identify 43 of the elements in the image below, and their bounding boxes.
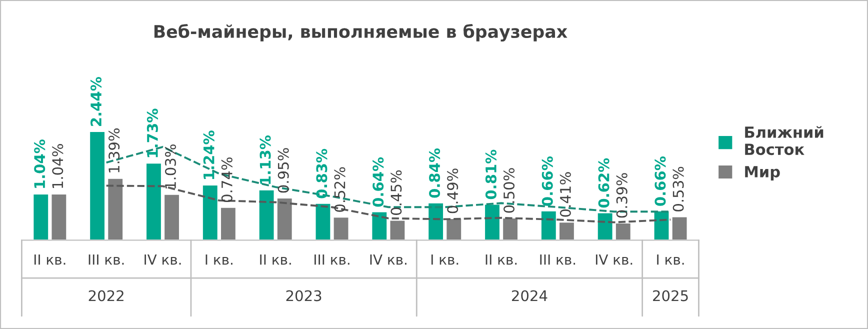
x-tick-label: III кв.: [540, 254, 576, 265]
data-label: 0.74%: [221, 157, 232, 202]
data-label: 2.44%: [90, 76, 102, 126]
text: 2024: [512, 290, 548, 302]
data-label: 1.04%: [34, 139, 46, 188]
data-label: 0.84%: [429, 148, 440, 198]
text: 2022: [88, 290, 124, 302]
x-tick-label: III кв.: [88, 254, 124, 265]
data-label: 0.62%: [598, 158, 610, 208]
data-label: 0.66%: [654, 156, 666, 206]
x-tick-label: I кв.: [206, 254, 232, 265]
x-tick-label: IV кв.: [596, 254, 632, 265]
data-label: 0.41%: [560, 172, 571, 217]
text: 2025: [653, 290, 688, 302]
data-label: 0.95%: [278, 148, 289, 193]
data-label: 0.64%: [372, 157, 384, 207]
data-label: 0.52%: [334, 167, 346, 212]
data-label: 0.50%: [504, 168, 515, 213]
chart-title: Веб-майнеры, выполняемые в браузерах: [154, 24, 568, 42]
x-tick-label: II кв.: [486, 254, 517, 265]
data-label: 0.83%: [316, 148, 328, 198]
x-tick-label: IV кв.: [370, 254, 406, 265]
data-label: 1.03%: [164, 144, 176, 188]
legend-label: Мир: [745, 166, 780, 180]
data-label: 1.04%: [52, 144, 64, 188]
x-tick-label: IV кв.: [144, 254, 181, 265]
data-label: 0.49%: [447, 168, 458, 214]
data-label: 1.24%: [203, 130, 214, 180]
data-label: 0.66%: [542, 156, 553, 206]
text: 2023: [286, 290, 322, 302]
data-label: 1.13%: [260, 135, 271, 184]
data-label: 0.39%: [616, 173, 628, 218]
x-tick-label: II кв.: [260, 254, 291, 265]
x-tick-label: I кв.: [657, 254, 684, 265]
data-label: 0.53%: [672, 166, 684, 212]
x-tick-label: II кв.: [34, 254, 66, 265]
data-label: 0.45%: [390, 170, 402, 215]
data-label: 0.81%: [485, 150, 496, 200]
legend-label: Ближний Восток: [745, 126, 824, 156]
data-label: 1.73%: [146, 108, 158, 158]
x-tick-label: III кв.: [314, 254, 350, 265]
x-tick-label: I кв.: [431, 254, 458, 265]
data-label: 1.39%: [108, 128, 120, 172]
